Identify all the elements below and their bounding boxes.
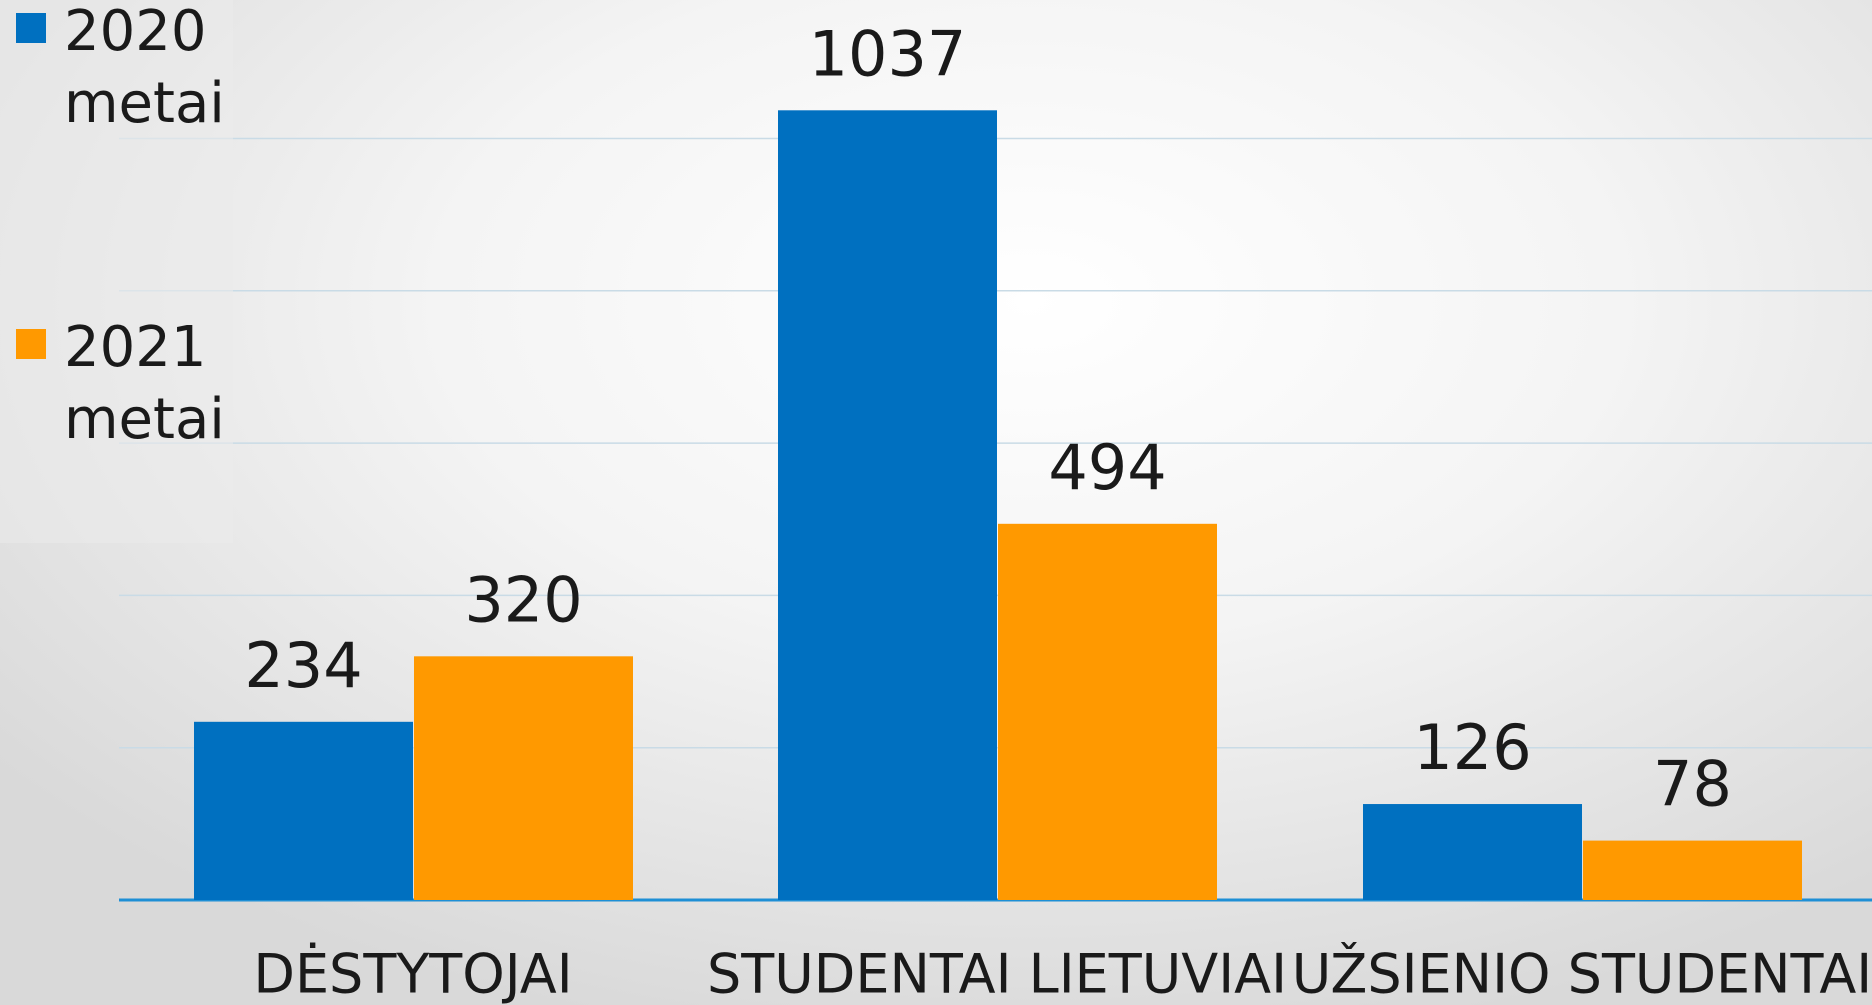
bar bbox=[998, 523, 1217, 900]
legend-label: 2021 metai bbox=[64, 315, 225, 452]
legend-item: 2020 metai bbox=[16, 0, 225, 140]
x-tick-label: STUDENTAI LIETUVIAI bbox=[707, 943, 1287, 1005]
data-label: 1037 bbox=[809, 17, 967, 90]
bar bbox=[414, 656, 633, 900]
legend-swatch bbox=[16, 329, 46, 359]
legend: 2020 metai 2021 metai bbox=[0, 0, 233, 543]
legend-item: 2021 metai bbox=[16, 312, 225, 456]
bar bbox=[778, 110, 997, 900]
data-label: 126 bbox=[1413, 711, 1531, 784]
bar bbox=[194, 721, 413, 900]
legend-label: 2020 metai bbox=[64, 0, 225, 136]
x-tick-label: DĖSTYTOJAI bbox=[253, 943, 572, 1005]
data-label: 234 bbox=[244, 629, 362, 702]
x-tick-label: UŽSIENIO STUDENTAI bbox=[1292, 943, 1872, 1005]
bar bbox=[1363, 804, 1582, 900]
legend-swatch bbox=[16, 13, 46, 43]
data-label: 320 bbox=[464, 563, 582, 636]
bar bbox=[1583, 840, 1802, 900]
data-label: 78 bbox=[1653, 748, 1732, 821]
data-label: 494 bbox=[1048, 431, 1166, 504]
